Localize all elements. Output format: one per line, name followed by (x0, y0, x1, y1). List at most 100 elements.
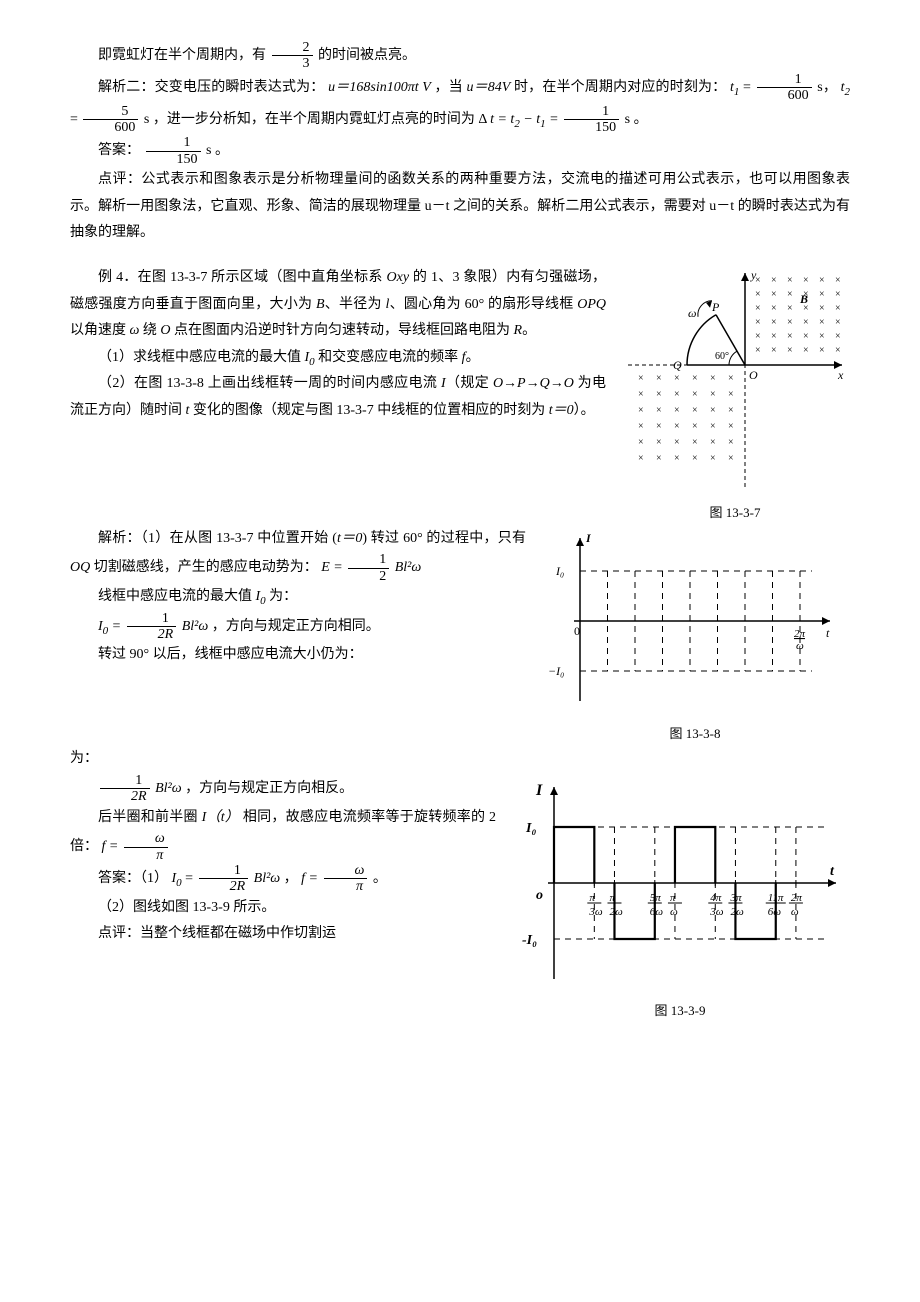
svg-text:×: × (656, 421, 662, 432)
svg-text:×: × (638, 389, 644, 400)
ex4-p2: （1）求线框中感应电流的最大值 I0 和交变感应电流的频率 f。 (70, 345, 606, 372)
svg-text:×: × (771, 303, 777, 314)
text: ，当 (435, 80, 467, 95)
svg-text:×: × (692, 389, 698, 400)
svg-text:×: × (755, 317, 761, 328)
figure-13-3-8: It0I₀−I₀2πω 图 13-3-8 (540, 526, 850, 747)
svg-text:ω: ω (791, 906, 799, 918)
svg-text:×: × (728, 437, 734, 448)
figure-13-3-7: × × × × × × × × × × × × × × × × × × × × × × × × × × × × × × × × × × × × × × × ×… (620, 265, 850, 526)
svg-text:P: P (711, 300, 720, 314)
text: s 。 (206, 143, 229, 158)
figure-13-3-9-svg: ItoI₀-I₀π3ωπ2ω5π6ωπω4π3ω3π2ω11π6ω2πω (510, 773, 850, 993)
svg-text:×: × (755, 331, 761, 342)
fraction-5-600: 5 600 (83, 104, 138, 136)
figure-13-3-9: ItoI₀-I₀π3ωπ2ω5π6ωπω4π3ω3π2ω11π6ω2πω 图 1… (510, 773, 850, 1024)
svg-text:×: × (835, 275, 841, 286)
svg-text:2π: 2π (794, 628, 806, 640)
svg-text:×: × (656, 389, 662, 400)
svg-text:ω: ω (688, 306, 696, 320)
solution-text-1: 解析：（1）在从图 13-3-7 中位置开始 (t＝0) 转过 60° 的过程中… (70, 526, 526, 669)
fraction-ans-I0: 1 2R (199, 863, 249, 895)
text: 的时间被点亮。 (318, 48, 416, 63)
svg-text:Q: Q (673, 358, 682, 372)
svg-text:ω: ω (670, 906, 678, 918)
svg-text:60°: 60° (715, 351, 729, 362)
sol-neg: 1 2R Bl²ω ，方向与规定正方向相反。 (70, 773, 496, 805)
svg-text:×: × (835, 345, 841, 356)
fraction-neg: 1 2R (100, 773, 150, 805)
equation-u: u＝168sin100πt V (328, 80, 431, 95)
text: 时，在半个周期内对应的时刻为： (514, 80, 726, 95)
svg-text:×: × (674, 437, 680, 448)
part-2: （2）图线如图 13-3-9 所示。 (70, 895, 496, 922)
svg-text:×: × (710, 373, 716, 384)
svg-text:I: I (535, 782, 543, 799)
fraction-I0: 1 2R (127, 611, 177, 643)
paragraph-review-1: 点评：公式表示和图象表示是分析物理量间的函数关系的两种重要方法，交流电的描述可用… (70, 167, 850, 247)
text: 即霓虹灯在半个周期内，有 (98, 48, 266, 63)
fraction-2-3: 2 3 (272, 40, 313, 72)
review-2: 点评：当整个线框都在磁场中作切割运 (70, 921, 496, 948)
svg-text:2π: 2π (791, 892, 803, 904)
sol-p2: 线框中感应电流的最大值 I0 为： (70, 584, 526, 611)
svg-text:×: × (803, 275, 809, 286)
svg-text:×: × (692, 405, 698, 416)
svg-text:×: × (787, 331, 793, 342)
ex4-p1: 例 4．在图 13-3-7 所示区域（图中直角坐标系 Oxy 的 1、3 象限）… (70, 265, 606, 345)
svg-text:t: t (826, 626, 830, 640)
svg-text:-I₀: -I₀ (522, 933, 537, 948)
svg-text:B: B (799, 292, 808, 306)
svg-text:×: × (787, 275, 793, 286)
svg-text:π: π (589, 892, 595, 904)
fraction-1-600a: 1 600 (757, 72, 812, 104)
svg-text:×: × (787, 345, 793, 356)
svg-text:×: × (835, 317, 841, 328)
fraction-ans-f: ω π (324, 863, 368, 895)
example4-text: 例 4．在图 13-3-7 所示区域（图中直角坐标系 Oxy 的 1、3 象限）… (70, 265, 606, 425)
svg-text:×: × (835, 289, 841, 300)
svg-text:×: × (656, 373, 662, 384)
svg-text:×: × (771, 289, 777, 300)
svg-text:3ω: 3ω (709, 906, 724, 918)
sol-p1: 解析：（1）在从图 13-3-7 中位置开始 (t＝0) 转过 60° 的过程中… (70, 526, 526, 584)
svg-text:×: × (656, 405, 662, 416)
text: s ，进一步分析知，在半个周期内霓虹灯点亮的时间为 Δ (144, 112, 487, 127)
svg-text:×: × (803, 331, 809, 342)
svg-text:×: × (755, 303, 761, 314)
svg-text:×: × (692, 453, 698, 464)
svg-text:6ω: 6ω (650, 906, 664, 918)
svg-text:×: × (710, 421, 716, 432)
figure-13-3-8-caption: 图 13-3-8 (540, 722, 850, 747)
svg-text:×: × (835, 331, 841, 342)
var-t2: t2 (841, 80, 850, 95)
fraction-1-150b: 1 150 (146, 135, 201, 167)
text: s 。 (625, 112, 648, 127)
svg-text:×: × (638, 421, 644, 432)
paragraph-neon-fraction: 即霓虹灯在半个周期内，有 2 3 的时间被点亮。 (70, 40, 850, 72)
svg-text:6ω: 6ω (768, 906, 782, 918)
svg-text:×: × (656, 453, 662, 464)
svg-text:×: × (787, 289, 793, 300)
svg-text:×: × (710, 389, 716, 400)
svg-text:×: × (803, 345, 809, 356)
fraction-E: 1 2 (348, 552, 389, 584)
sol-I0: I0 = 1 2R Bl²ω ，方向与规定正方向相同。 (70, 611, 526, 643)
svg-text:×: × (710, 437, 716, 448)
svg-text:×: × (674, 373, 680, 384)
row-solution-fig9: 1 2R Bl²ω ，方向与规定正方向相反。 后半圈和前半圈 I（t） 相同，故… (70, 773, 850, 1024)
text: = (743, 80, 755, 95)
fraction-f: ω π (124, 831, 168, 863)
sol-p4: 后半圈和前半圈 I（t） 相同，故感应电流频率等于旋转频率的 2 倍： f = … (70, 805, 496, 863)
svg-text:2ω: 2ω (609, 906, 623, 918)
svg-text:ω: ω (796, 640, 804, 652)
label-answer: 答案： (98, 143, 140, 158)
svg-text:×: × (638, 373, 644, 384)
svg-text:×: × (638, 405, 644, 416)
svg-text:×: × (710, 405, 716, 416)
svg-text:×: × (787, 303, 793, 314)
svg-text:×: × (674, 389, 680, 400)
svg-text:×: × (656, 437, 662, 448)
svg-text:×: × (692, 373, 698, 384)
var-t1: t1 (730, 80, 739, 95)
